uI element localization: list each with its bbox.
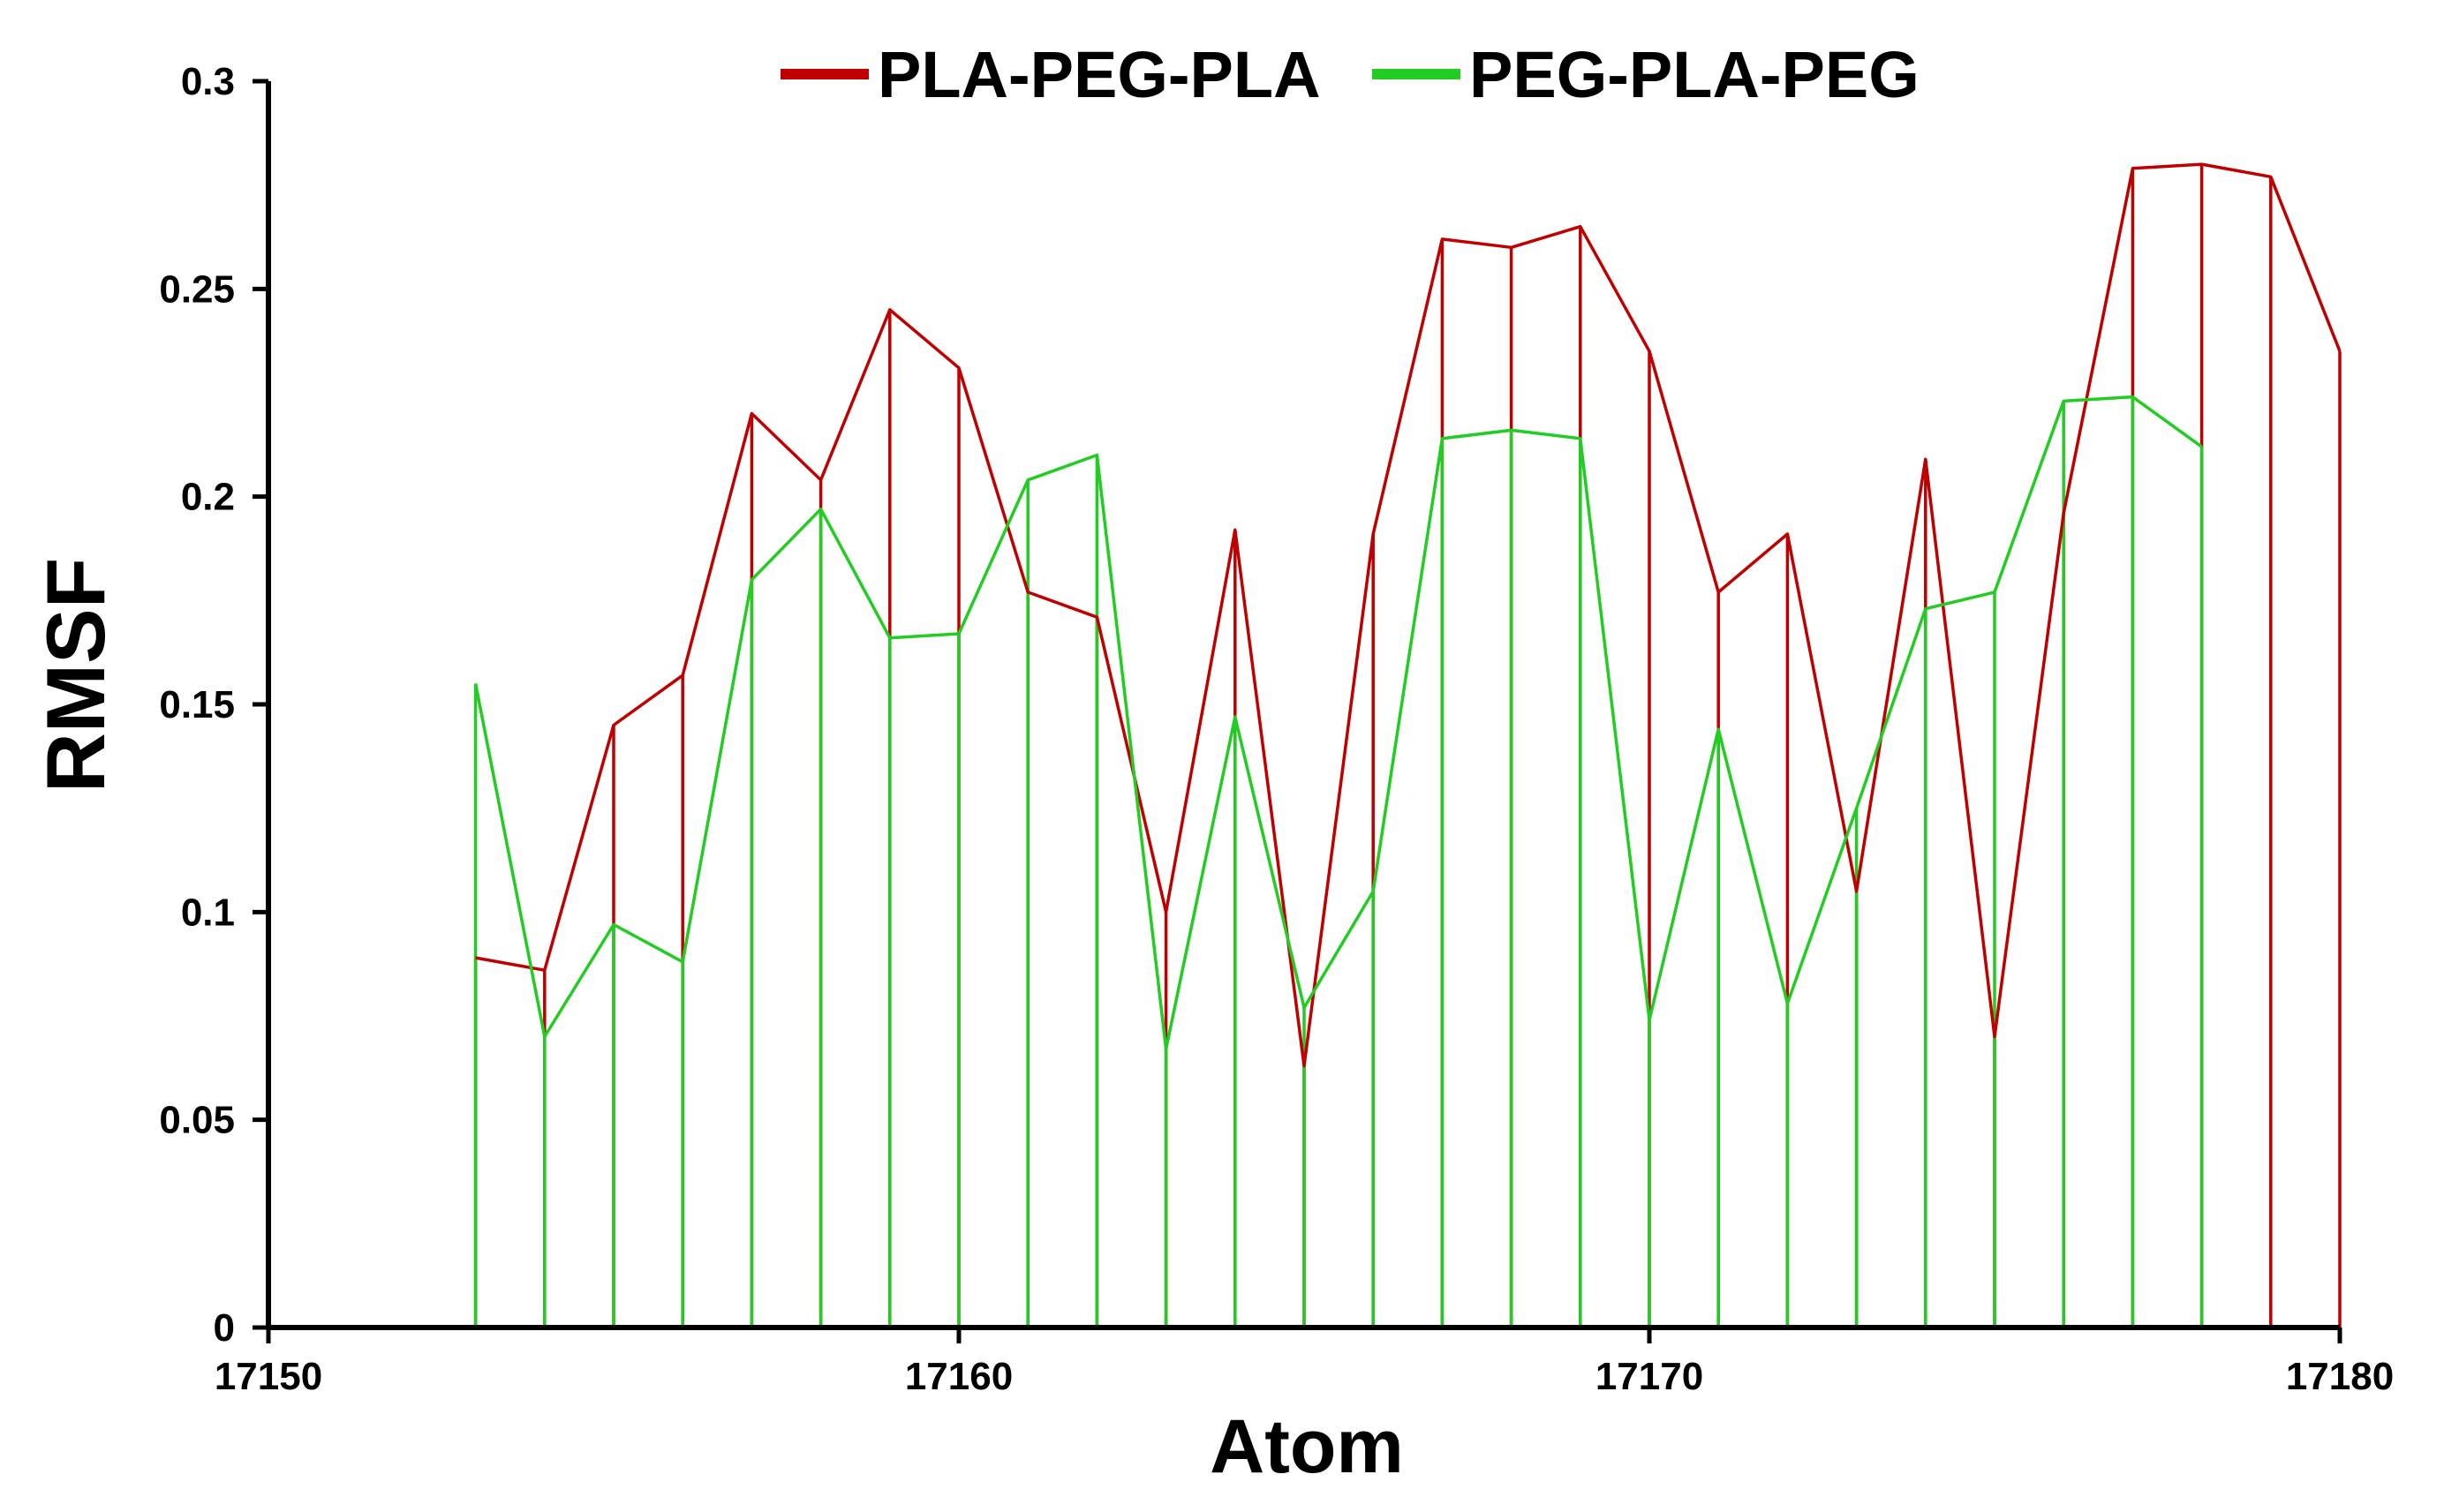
y-tick-label: 0.1 [181, 891, 235, 934]
legend-label-series-1: PLA-PEG-PLA [878, 38, 1321, 111]
x-tick-label: 17150 [215, 1355, 322, 1398]
x-ticks: 17150 17160 17170 17180 [215, 1328, 2394, 1398]
drop-lines [473, 164, 2342, 1328]
y-tick-label: 0.05 [159, 1099, 235, 1142]
x-axis-title: Atom [1210, 1404, 1404, 1489]
series-lines [473, 162, 2342, 1068]
x-tick-label: 17160 [905, 1355, 1013, 1398]
y-ticks: 0 0.05 0.1 0.15 0.2 0.25 0.3 [159, 60, 268, 1350]
plot-area [473, 162, 2342, 1328]
y-tick-label: 0.3 [181, 60, 235, 103]
axes: 00.050.10.150.20.250.3 17150 17160 17170 17… [159, 60, 2394, 1398]
y-tick-label: 0.2 [181, 476, 235, 519]
y-tick-label: 0 [214, 1306, 235, 1350]
series-line-2 [473, 395, 2203, 1051]
series-line-1 [475, 162, 2342, 1068]
x-tick-label: 17170 [1595, 1355, 1703, 1398]
legend-label-series-2: PEG-PLA-PEG [1469, 38, 1920, 111]
y-axis-title: RMSF [29, 558, 122, 793]
y-tick-label: 0.25 [159, 267, 235, 311]
legend: PLA-PEG-PLA PEG-PLA-PEG [781, 38, 1920, 111]
x-tick-label: 17180 [2286, 1355, 2394, 1398]
y-tick-label: 0.15 [159, 683, 235, 726]
